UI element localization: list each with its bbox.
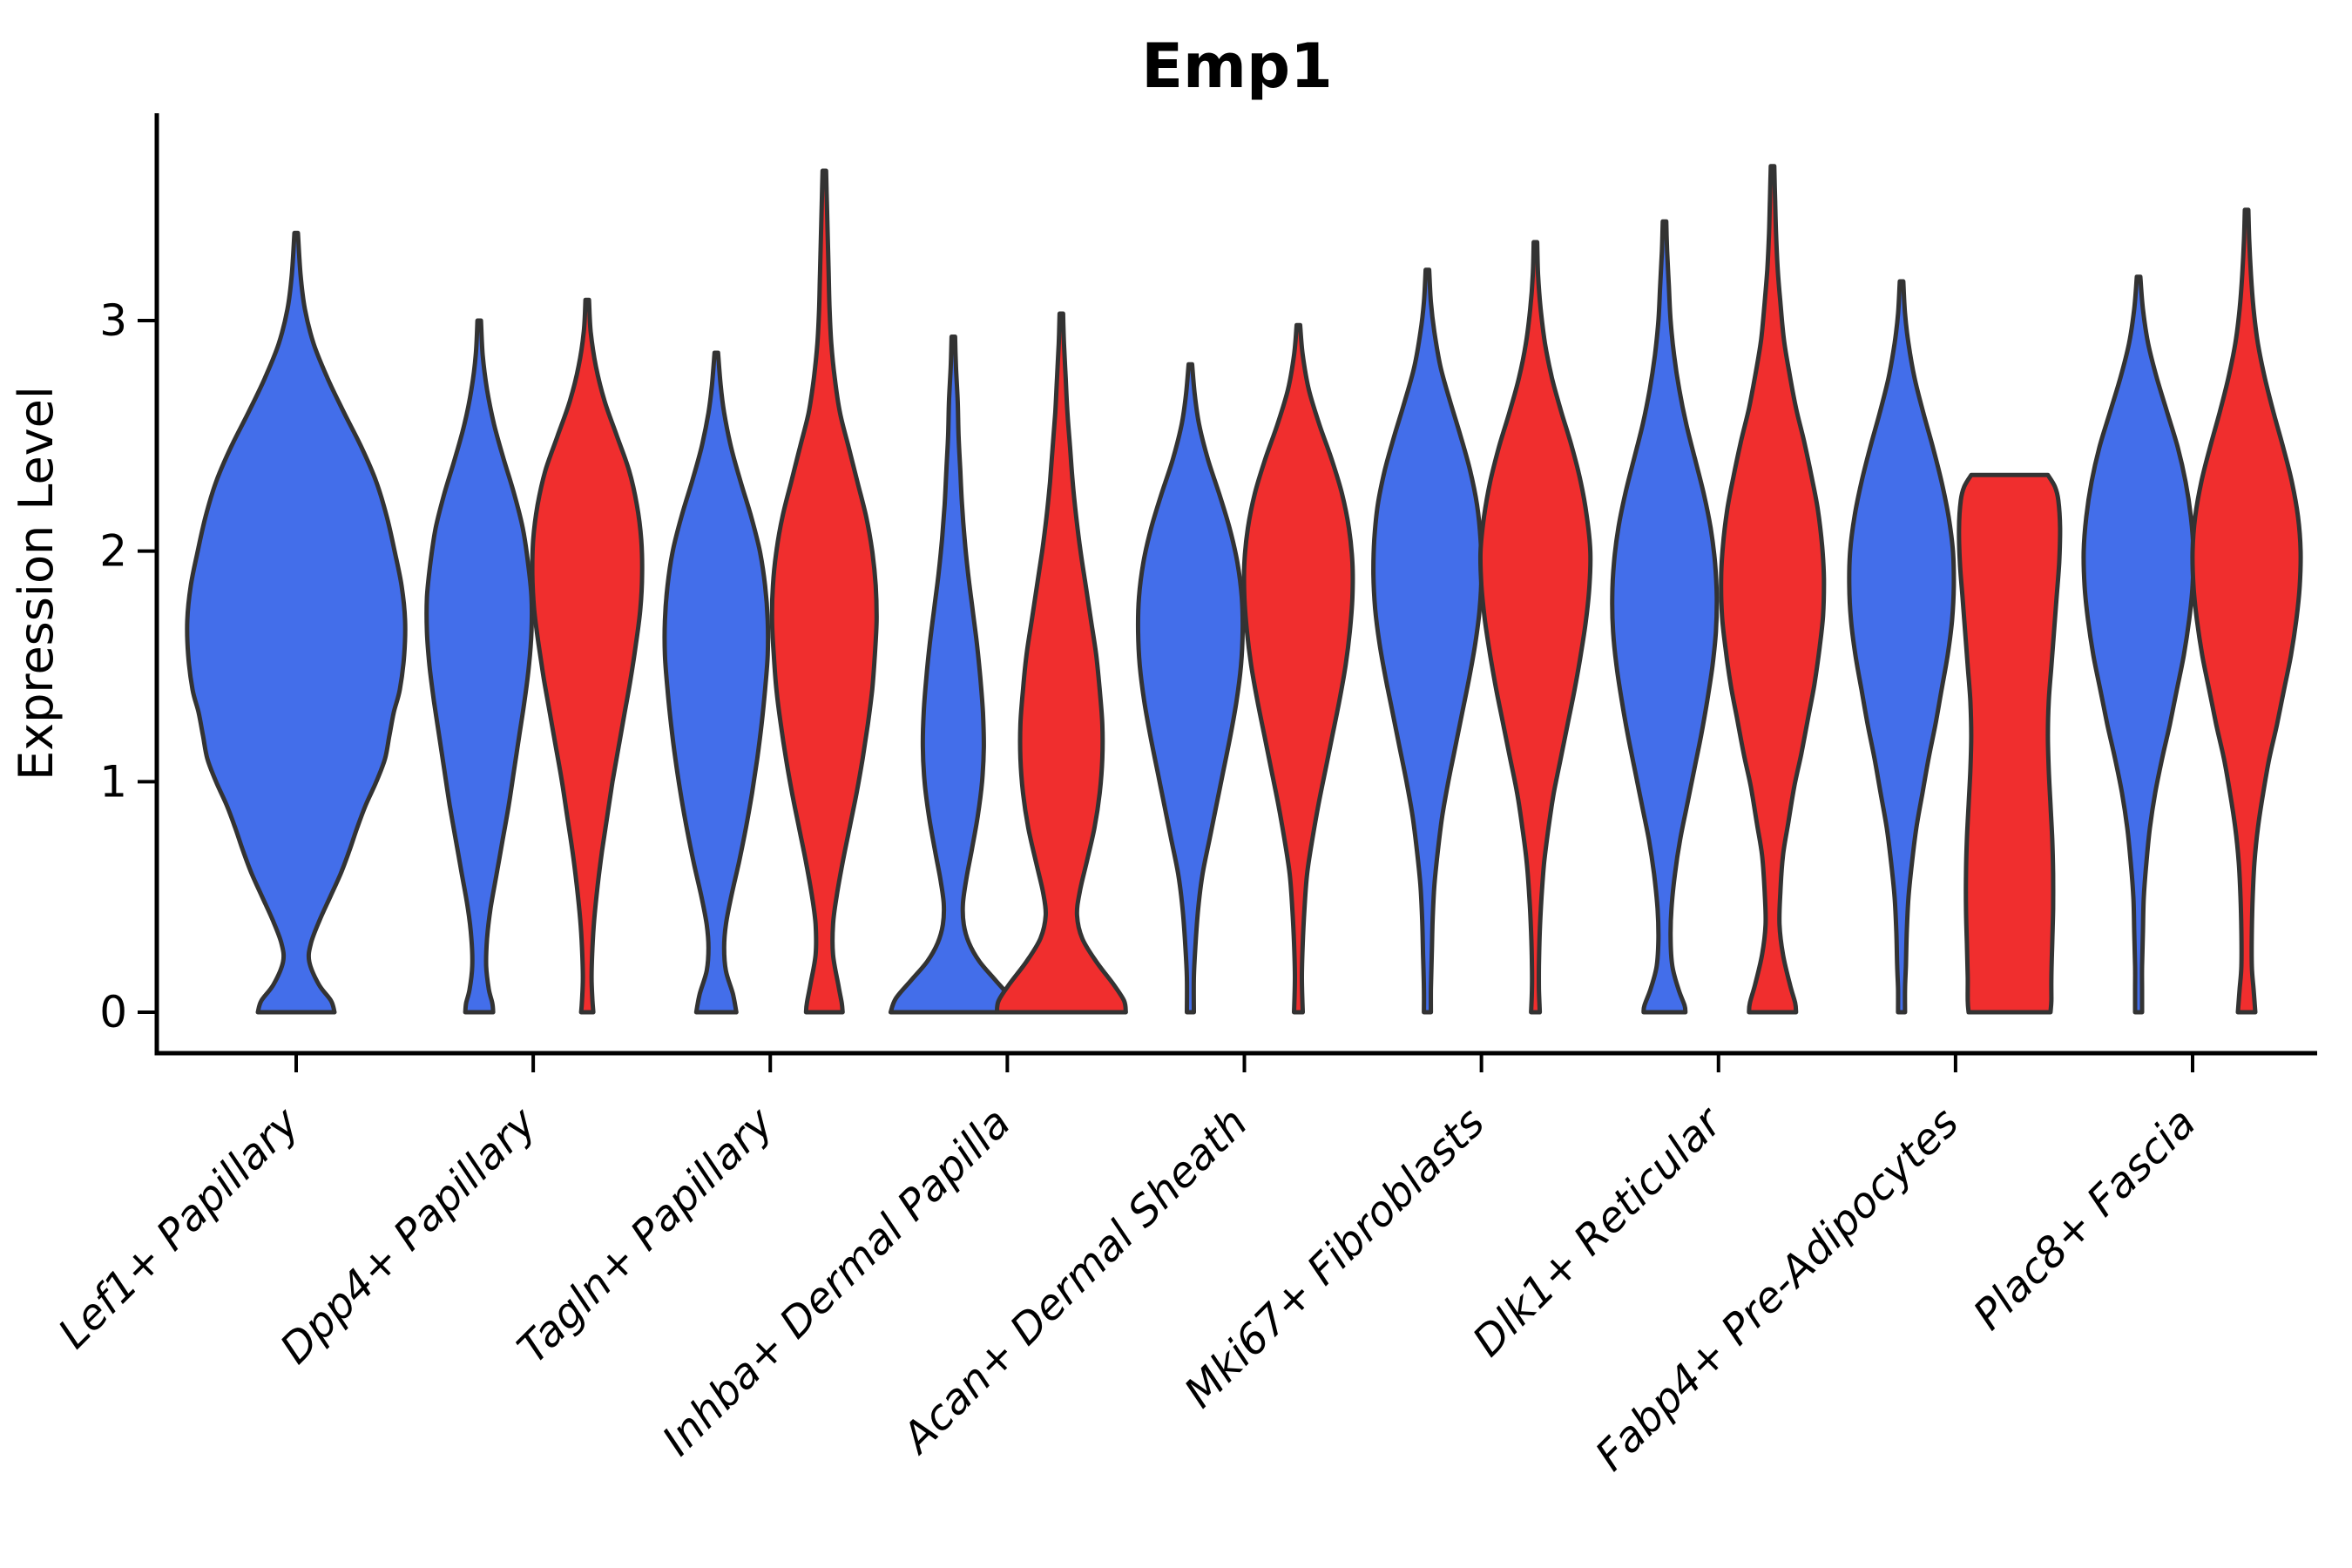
y-tick-label-3: 3 — [99, 295, 127, 346]
violin-2-blue — [662, 350, 771, 1015]
x-tick-label-6: Dlk1+ Reticular — [1463, 1097, 1734, 1367]
x-tick-label-1: Dpp4+ Papillary — [271, 1098, 546, 1373]
violin-3-red — [994, 311, 1128, 1015]
violin-6-red — [1719, 164, 1827, 1015]
y-tick-label-0: 0 — [99, 987, 127, 1037]
violin-2-red — [769, 168, 879, 1015]
y-tick-label-2: 2 — [99, 526, 127, 577]
violin-8-red — [2190, 207, 2303, 1015]
violin-0-blue — [185, 230, 408, 1015]
violin-1-blue — [424, 318, 535, 1015]
chart-title: Emp1 — [1141, 30, 1333, 102]
violin-4-blue — [1135, 362, 1246, 1015]
violin-3-blue — [888, 335, 1018, 1015]
violin-7-blue — [1847, 279, 1957, 1015]
y-axis-label: Expression Level — [9, 386, 64, 781]
x-tick-label-8: Plac8+ Fascia — [1964, 1098, 2206, 1340]
violin-6-blue — [1610, 219, 1720, 1015]
violin-4-red — [1241, 322, 1355, 1015]
y-tick-label-1: 1 — [99, 756, 127, 807]
violin-8-blue — [2081, 274, 2196, 1015]
violin-1-red — [530, 297, 645, 1015]
x-tick-label-2: Tagln+ Papillary — [509, 1098, 784, 1373]
x-tick-label-0: Lef1+ Papillary — [49, 1098, 309, 1358]
violin-5-red — [1477, 240, 1593, 1015]
violin-5-blue — [1371, 267, 1484, 1015]
violin-7-red — [1957, 472, 2063, 1015]
